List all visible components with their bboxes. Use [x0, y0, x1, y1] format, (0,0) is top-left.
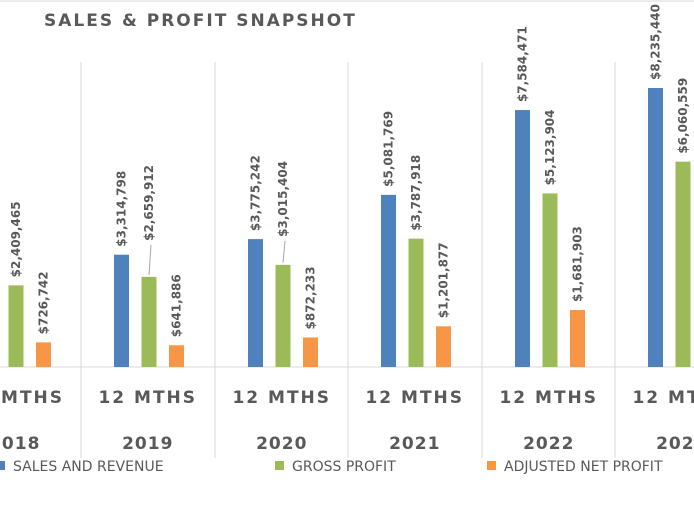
data-label-leader: [148, 244, 152, 275]
data-label: $3,314,798: [115, 171, 129, 247]
data-label: $1,201,877: [437, 242, 451, 318]
data-label: $641,886: [170, 274, 184, 337]
bar: [570, 310, 585, 367]
bar: [542, 193, 558, 367]
category-label-period: 12 MTHS: [232, 388, 331, 408]
chart-title: SALES & PROFIT SNAPSHOT: [44, 11, 357, 31]
category-label-period: 12 MTHS: [365, 388, 464, 408]
bar: [408, 238, 424, 367]
bar: [436, 326, 451, 367]
category-label-year: 2023: [656, 434, 694, 454]
category-label-year: 2019: [122, 434, 173, 454]
data-label: $3,015,404: [276, 161, 290, 237]
data-label: $3,775,242: [249, 155, 263, 231]
data-label: $872,233: [304, 266, 318, 329]
bar: [8, 285, 24, 367]
category-label-period: 12 MTHS: [0, 388, 64, 408]
category-label-year: 2020: [256, 434, 307, 454]
data-label-leader: [282, 240, 286, 263]
category-label-year: 2018: [0, 434, 40, 454]
bar: [141, 276, 157, 367]
legend-swatch: [0, 461, 5, 470]
legend-label: ADJUSTED NET PROFIT: [504, 459, 663, 475]
legend-label: SALES AND REVENUE: [13, 459, 164, 475]
legend-swatch: [275, 461, 284, 470]
category-label-year: 2021: [389, 434, 440, 454]
legend-swatch: [487, 461, 496, 470]
data-label: $6,060,559: [676, 78, 690, 154]
legend-label: GROSS PROFIT: [292, 459, 396, 475]
category-label-period: 12 MTHS: [98, 388, 197, 408]
category-label-year: 2022: [523, 434, 574, 454]
bar: [303, 337, 318, 367]
data-label: $2,409,465: [9, 201, 23, 277]
bar: [381, 194, 396, 367]
bar: [515, 110, 530, 367]
bar: [36, 342, 51, 367]
data-label: $726,742: [37, 271, 51, 334]
bar: [648, 88, 663, 367]
data-label: $2,659,912: [142, 165, 156, 241]
bar: [675, 161, 691, 367]
bar: [114, 254, 129, 367]
bar: [275, 264, 291, 367]
category-label-period: 12 MTHS: [632, 388, 694, 408]
data-label: $3,787,918: [409, 155, 423, 231]
data-label: $7,584,471: [516, 26, 530, 102]
data-label: $5,081,769: [382, 111, 396, 187]
bar: [169, 345, 184, 367]
data-label: $8,235,440: [649, 4, 663, 80]
category-label-period: 12 MTHS: [499, 388, 598, 408]
data-label: $1,681,903: [571, 226, 585, 302]
bar: [248, 239, 263, 367]
data-label: $5,123,904: [543, 109, 557, 185]
